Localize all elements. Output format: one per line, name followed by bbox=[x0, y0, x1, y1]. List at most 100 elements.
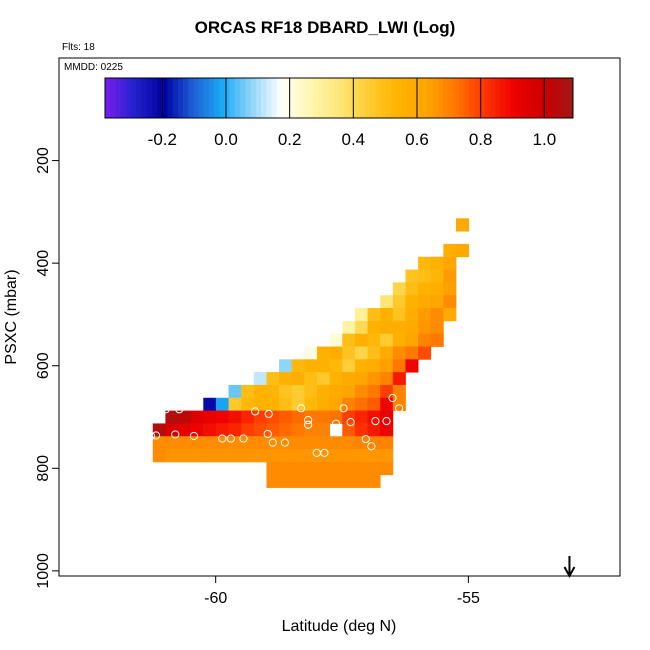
heatmap-cell bbox=[380, 295, 394, 309]
colorbar-segment bbox=[198, 78, 205, 118]
heatmap-cell bbox=[342, 423, 356, 437]
colorbar: -0.2 0.0 0.2 0.4 0.6 0.8 1.0 bbox=[104, 77, 574, 149]
heatmap-cell bbox=[367, 359, 381, 373]
heatmap-cell bbox=[367, 397, 381, 411]
colorbar-segment bbox=[469, 78, 475, 118]
heatmap-cell bbox=[329, 474, 343, 488]
heatmap-cell bbox=[354, 449, 368, 463]
colorbar-tick-label: 1.0 bbox=[533, 130, 557, 149]
heatmap-cell bbox=[443, 243, 457, 258]
observation-circle bbox=[395, 404, 404, 413]
heatmap-cell bbox=[266, 474, 280, 488]
heatmap-cell bbox=[392, 308, 406, 322]
colorbar-segment bbox=[385, 78, 392, 118]
colorbar-segment bbox=[557, 78, 564, 118]
heatmap-cell bbox=[241, 423, 255, 437]
heatmap-cell bbox=[354, 308, 368, 322]
colorbar-segment bbox=[271, 78, 278, 118]
heatmap-cell bbox=[279, 359, 293, 373]
heatmap-cell bbox=[342, 410, 356, 424]
heatmap-cell bbox=[165, 449, 179, 463]
heatmap-cell bbox=[354, 333, 368, 347]
heatmap-cell bbox=[253, 436, 267, 450]
colorbar-segment bbox=[219, 78, 226, 118]
heatmap-cell bbox=[203, 449, 217, 463]
heatmap-cell bbox=[354, 410, 368, 424]
y-tick-label: 600 bbox=[35, 352, 52, 379]
colorbar-segment bbox=[292, 78, 298, 118]
heatmap-cell bbox=[405, 269, 419, 283]
observation-circle bbox=[161, 405, 170, 414]
colorbar-segment bbox=[162, 78, 168, 118]
heatmap-cell bbox=[165, 410, 179, 424]
heatmap-cell bbox=[291, 461, 305, 476]
heatmap-cell bbox=[405, 320, 419, 335]
heatmap-cell bbox=[329, 397, 343, 411]
heatmap-cell bbox=[430, 269, 444, 283]
colorbar-segment bbox=[458, 78, 465, 118]
heatmap-cell bbox=[178, 423, 192, 437]
heatmap-cell bbox=[291, 474, 305, 488]
colorbar-segment bbox=[453, 78, 460, 118]
colorbar-segment bbox=[193, 78, 200, 118]
heatmap-cell bbox=[392, 333, 406, 347]
heatmap-cell bbox=[178, 410, 192, 424]
colorbar-segment bbox=[359, 78, 366, 118]
colorbar-segment bbox=[172, 78, 179, 118]
colorbar-segment bbox=[136, 78, 142, 118]
heatmap-cell bbox=[430, 308, 444, 322]
observation-circle bbox=[388, 393, 397, 403]
heatmap-cell bbox=[253, 397, 267, 411]
heatmap-cell bbox=[405, 359, 419, 373]
colorbar-segment bbox=[183, 78, 189, 118]
heatmap-cell bbox=[342, 384, 356, 399]
heatmap-cell bbox=[418, 256, 432, 270]
heatmap-cell bbox=[241, 410, 255, 424]
colorbar-segment bbox=[146, 78, 153, 118]
heatmap-cell bbox=[367, 372, 381, 386]
heatmap-cell bbox=[367, 474, 381, 488]
heatmap-cell bbox=[266, 461, 280, 476]
heatmap-cell bbox=[380, 308, 394, 322]
colorbar-segment bbox=[240, 78, 246, 118]
heatmap-cell bbox=[418, 308, 432, 322]
heatmap-cell bbox=[405, 295, 419, 309]
heatmap-cell bbox=[380, 372, 394, 386]
heatmap-cell bbox=[266, 423, 280, 437]
colorbar-segment bbox=[417, 78, 423, 118]
colorbar-tick-label: 0.8 bbox=[469, 130, 493, 149]
x-tick-label: -55 bbox=[457, 590, 480, 607]
heatmap-cell bbox=[291, 359, 305, 373]
heatmap-cell bbox=[380, 346, 394, 360]
heatmap-cell bbox=[367, 449, 381, 463]
heatmap-cell bbox=[342, 333, 356, 347]
heatmap-cell bbox=[203, 410, 217, 424]
heatmap-cell bbox=[279, 423, 293, 437]
heatmap-cell bbox=[418, 282, 432, 296]
colorbar-segment bbox=[365, 78, 371, 118]
heatmap-cell bbox=[418, 269, 432, 283]
colorbar-segment bbox=[167, 78, 174, 118]
colorbar-segment bbox=[411, 78, 418, 118]
heatmap-cell bbox=[228, 423, 242, 437]
colorbar-tick-label: 0.0 bbox=[214, 130, 238, 149]
heatmap-cell bbox=[317, 423, 331, 437]
colorbar-segment bbox=[224, 78, 231, 118]
heatmap-cell bbox=[190, 449, 204, 463]
heatmap-cell bbox=[329, 346, 343, 360]
colorbar-segment bbox=[531, 78, 538, 118]
heatmap-cell bbox=[354, 320, 368, 335]
heatmap-cell bbox=[317, 461, 331, 476]
heatmap-cell bbox=[354, 461, 368, 476]
heatmap-cell bbox=[279, 410, 293, 424]
heatmap-cell bbox=[279, 461, 293, 476]
colorbar-segment bbox=[261, 78, 267, 118]
observation-circle bbox=[189, 431, 199, 441]
observation-circle bbox=[151, 431, 161, 440]
heatmap-cell bbox=[380, 423, 394, 437]
colorbar-segment bbox=[375, 78, 382, 118]
heatmap-cell bbox=[317, 372, 331, 386]
heatmap-cell bbox=[317, 397, 331, 411]
heatmap-cell bbox=[367, 410, 381, 424]
heatmap-cell bbox=[443, 282, 457, 296]
